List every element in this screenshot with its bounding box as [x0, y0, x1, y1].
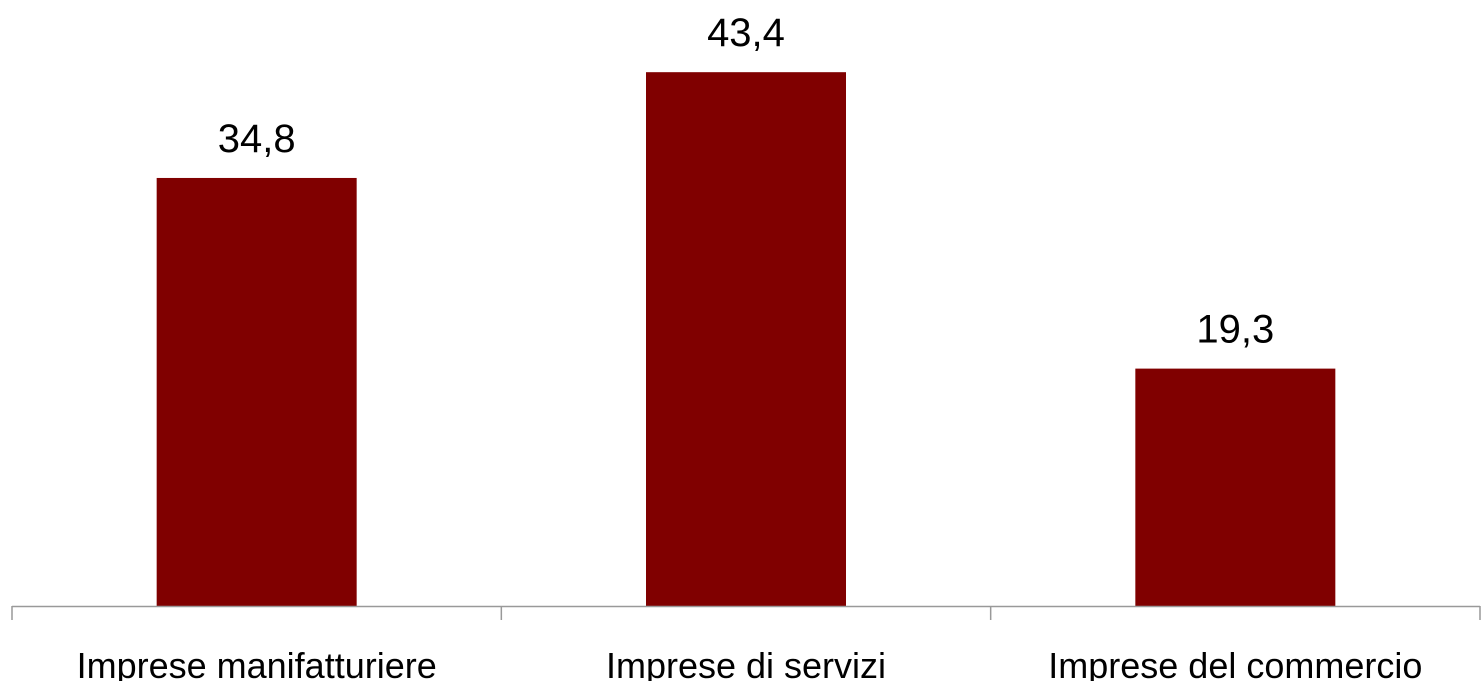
data-label-3: 19,3 [1196, 308, 1274, 352]
x-tick-label-3: Imprese del commercio [1048, 645, 1422, 681]
bar-1 [156, 177, 357, 606]
category-labels-group: Imprese manifatturiere Imprese di servizi… [77, 645, 1423, 681]
bar-2 [646, 72, 846, 607]
bars-group [156, 72, 1336, 607]
x-tick-label-2: Imprese di servizi [606, 645, 886, 681]
data-label-2: 43,4 [707, 11, 785, 55]
bar-3 [1135, 368, 1336, 606]
value-labels-group: 34,8 43,4 19,3 [218, 11, 1275, 351]
x-tick-label-1: Imprese manifatturiere [77, 645, 437, 681]
x-axis [11, 605, 1481, 620]
data-label-1: 34,8 [218, 117, 296, 161]
